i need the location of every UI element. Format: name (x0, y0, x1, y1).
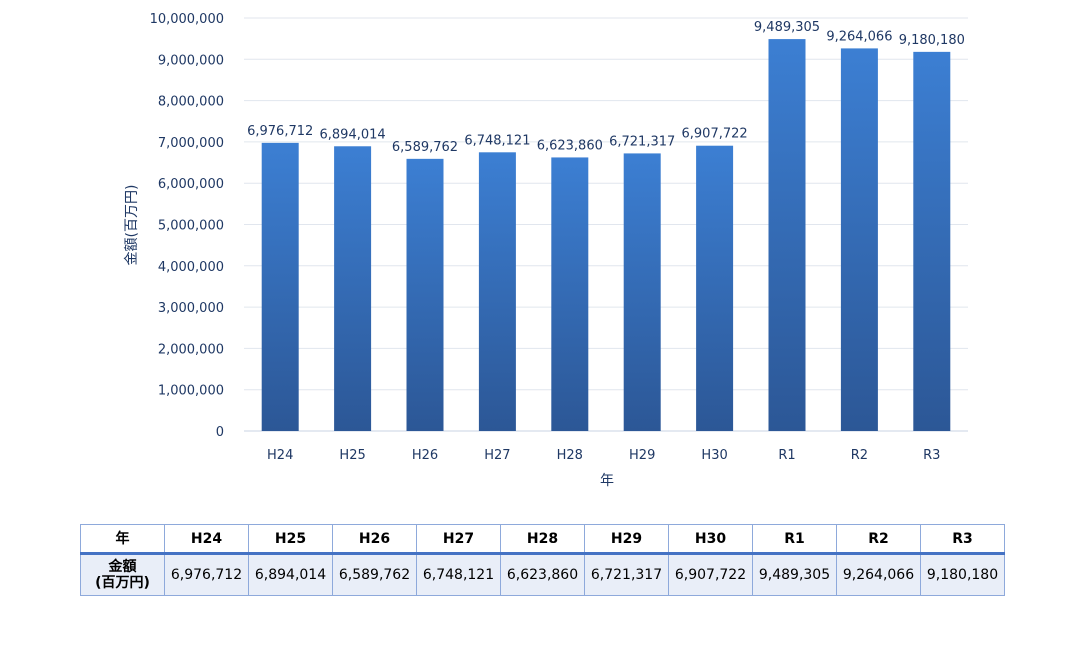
bar (768, 39, 806, 431)
bar-chart: 0 1,000,000 2,000,000 3,000,000 4,000,000 5,0… (124, 12, 968, 489)
row-label-line1: 金額 (108, 559, 137, 575)
y-tick-label: 8,000,000 (158, 95, 224, 110)
bar (261, 142, 299, 431)
table-header-cell: H30 (668, 524, 753, 555)
table-cell: 6,748,121 (416, 553, 501, 596)
bar-data-label: 6,748,121 (464, 133, 530, 148)
bar (623, 153, 661, 431)
y-tick-label: 6,000,000 (158, 177, 224, 192)
bars (261, 39, 951, 432)
bar-data-label: 6,976,712 (247, 124, 313, 139)
x-tick-label: H27 (484, 448, 510, 463)
y-tick-label: 3,000,000 (158, 301, 224, 316)
table-header-cell: H24 (164, 524, 249, 555)
bar (840, 48, 878, 431)
table-header-cell: H25 (248, 524, 333, 555)
data-table: 年 H24 H25 H26 H27 H28 H29 H30 R1 R2 R3 金… (80, 524, 1005, 596)
bar (551, 157, 589, 432)
bar (913, 51, 951, 431)
bar-data-label: 6,589,762 (392, 140, 458, 155)
x-tick-label: H24 (267, 448, 293, 463)
bar (406, 158, 444, 431)
bar-data-label: 9,180,180 (899, 33, 965, 48)
bar (334, 146, 372, 431)
table-header-row: 年 H24 H25 H26 H27 H28 H29 H30 R1 R2 R3 (80, 524, 1005, 555)
x-tick-label: H28 (557, 448, 583, 463)
bar-data-label: 6,623,860 (537, 138, 603, 153)
bar (696, 145, 734, 432)
x-tick-label: H30 (701, 448, 727, 463)
x-tick-label: R3 (923, 448, 940, 463)
table-cell: 6,907,722 (668, 553, 753, 596)
x-tick-label: H25 (339, 448, 365, 463)
y-tick-label: 7,000,000 (158, 136, 224, 151)
x-axis-ticks: H24 H25 H26 H27 H28 H29 H30 R1 R2 R3 (267, 448, 940, 463)
y-axis-title: 金額(百万円) (124, 185, 140, 266)
y-tick-label: 0 (216, 425, 224, 440)
table-header-cell: R3 (920, 524, 1005, 555)
bar-data-label: 6,907,722 (682, 127, 748, 142)
x-tick-label: R1 (778, 448, 795, 463)
table-header-cell: H28 (500, 524, 585, 555)
table-header-cell: H29 (584, 524, 669, 555)
table-header-cell: H27 (416, 524, 501, 555)
y-tick-label: 4,000,000 (158, 260, 224, 275)
bar (478, 152, 516, 431)
bar-data-label: 6,894,014 (320, 127, 386, 142)
y-tick-label: 9,000,000 (158, 53, 224, 68)
y-tick-label: 5,000,000 (158, 219, 224, 234)
table-row-label: 金額 (百万円) (80, 553, 165, 596)
bar-data-label: 9,264,066 (826, 29, 892, 44)
table-cell: 6,589,762 (332, 553, 417, 596)
table-cell: 6,976,712 (164, 553, 249, 596)
bar-data-label: 6,721,317 (609, 134, 675, 149)
table-cell: 6,623,860 (500, 553, 585, 596)
data-labels: 6,976,712 6,894,014 6,589,762 6,748,121 6,62… (247, 20, 965, 155)
x-axis-title: 年 (600, 473, 614, 489)
table-cell: 9,264,066 (836, 553, 921, 596)
y-tick-label: 2,000,000 (158, 342, 224, 357)
y-tick-label: 1,000,000 (158, 384, 224, 399)
x-tick-label: H26 (412, 448, 438, 463)
y-tick-label: 10,000,000 (150, 12, 224, 27)
x-tick-label: R2 (851, 448, 868, 463)
table-header-cell: R1 (752, 524, 837, 555)
table-row: 金額 (百万円) 6,976,712 6,894,014 6,589,762 6… (80, 553, 1005, 596)
table-cell: 6,721,317 (584, 553, 669, 596)
table-header-cell: R2 (836, 524, 921, 555)
table-header-cell: H26 (332, 524, 417, 555)
y-axis-ticks: 0 1,000,000 2,000,000 3,000,000 4,000,000 5,0… (150, 12, 224, 440)
bar-data-label: 9,489,305 (754, 20, 820, 35)
row-label-line2: (百万円) (95, 575, 150, 591)
table-header-label: 年 (80, 524, 165, 555)
x-tick-label: H29 (629, 448, 655, 463)
table-cell: 9,489,305 (752, 553, 837, 596)
table-cell: 9,180,180 (920, 553, 1005, 596)
table-cell: 6,894,014 (248, 553, 333, 596)
